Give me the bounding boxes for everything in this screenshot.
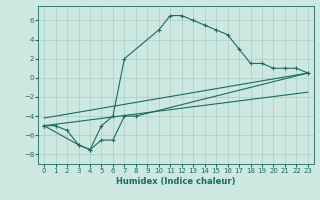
X-axis label: Humidex (Indice chaleur): Humidex (Indice chaleur) [116,177,236,186]
